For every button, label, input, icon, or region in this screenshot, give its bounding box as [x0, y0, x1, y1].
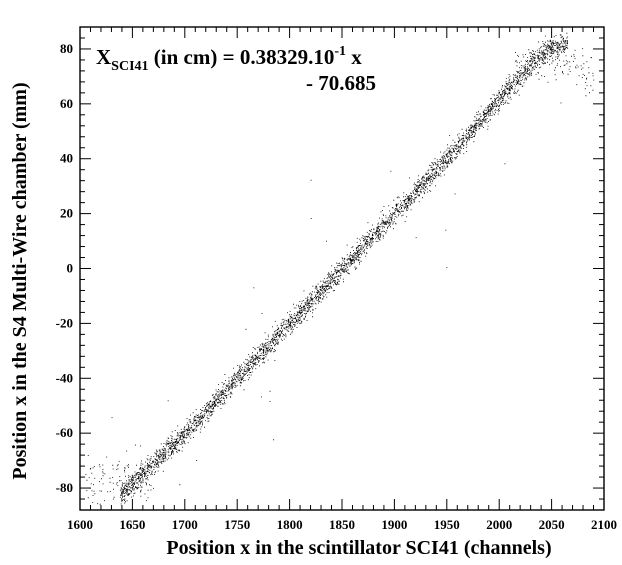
formula-variable: x — [346, 45, 362, 69]
y-axis-ticks: -80 -60 -40 -20 0 20 40 60 80 — [56, 26, 604, 511]
y-tick-label: 0 — [67, 261, 74, 276]
formula-symbol: X — [96, 45, 111, 69]
x-tick-label: 2100 — [591, 517, 617, 532]
x-tick-label: 1900 — [381, 517, 407, 532]
y-tick-label: 40 — [60, 151, 73, 166]
y-tick-label: 60 — [60, 96, 73, 111]
x-tick-label: 1950 — [434, 517, 460, 532]
x-tick-label: 1600 — [67, 517, 93, 532]
svg-text:XSCI41 (in cm) = 0.38329.10-1: XSCI41 (in cm) = 0.38329.10-1 x — [96, 44, 362, 74]
formula-annotation: XSCI41 (in cm) = 0.38329.10-1 x - 70.685 — [96, 44, 376, 95]
x-tick-label: 2050 — [539, 517, 565, 532]
formula-exponent: -1 — [334, 44, 346, 59]
y-tick-label: -40 — [56, 370, 73, 385]
formula-unit: (in cm) = — [149, 45, 240, 69]
x-axis-title: Position x in the scintillator SCI41 (ch… — [166, 537, 551, 559]
y-axis-title: Position x in the S4 Multi-Wire chamber … — [9, 82, 31, 479]
formula-coefficient: 0.38329.10 — [240, 45, 335, 69]
x-axis-ticks: 1600 1650 1700 1750 1800 1850 1900 1950 2000 2050… — [67, 27, 617, 532]
y-tick-label: 80 — [60, 41, 73, 56]
y-tick-label: -60 — [56, 425, 73, 440]
formula-offset: - 70.685 — [306, 71, 376, 95]
x-tick-label: 1650 — [119, 517, 145, 532]
data-points — [85, 32, 595, 505]
x-tick-label: 1700 — [172, 517, 198, 532]
y-tick-label: -80 — [56, 480, 73, 495]
y-tick-label: 20 — [60, 206, 73, 221]
x-tick-label: 2000 — [486, 517, 512, 532]
x-tick-label: 1800 — [277, 517, 303, 532]
y-tick-label: -20 — [56, 315, 73, 330]
x-tick-label: 1750 — [224, 517, 250, 532]
scatter-points — [85, 32, 595, 505]
x-tick-label: 1850 — [329, 517, 355, 532]
formula-subscript: SCI41 — [111, 59, 148, 74]
